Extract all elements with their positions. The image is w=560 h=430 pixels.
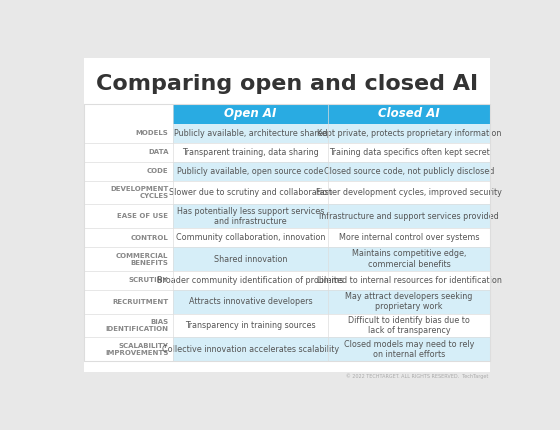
FancyBboxPatch shape [328, 143, 490, 162]
FancyBboxPatch shape [328, 290, 490, 313]
Text: Closed source code, not publicly disclosed: Closed source code, not publicly disclos… [324, 167, 494, 176]
FancyBboxPatch shape [173, 181, 328, 204]
FancyBboxPatch shape [84, 143, 173, 162]
Text: RECRUITMENT: RECRUITMENT [112, 299, 169, 305]
Text: Closed models may need to rely
on internal efforts: Closed models may need to rely on intern… [344, 340, 474, 359]
FancyBboxPatch shape [84, 247, 173, 271]
FancyBboxPatch shape [84, 181, 173, 204]
Text: Publicly available, open source code: Publicly available, open source code [178, 167, 324, 176]
FancyBboxPatch shape [173, 338, 328, 361]
Text: Attracts innovative developers: Attracts innovative developers [189, 297, 312, 306]
Text: Slower due to scrutiny and collaboration: Slower due to scrutiny and collaboration [169, 188, 332, 197]
Text: Kept private, protects proprietary information: Kept private, protects proprietary infor… [317, 129, 501, 138]
FancyBboxPatch shape [84, 228, 173, 247]
FancyBboxPatch shape [328, 124, 490, 143]
FancyBboxPatch shape [84, 58, 490, 372]
Text: Broader community identification of problems: Broader community identification of prob… [157, 276, 344, 285]
FancyBboxPatch shape [84, 290, 173, 313]
FancyBboxPatch shape [328, 271, 490, 290]
Text: Infrastructure and support services provided: Infrastructure and support services prov… [319, 212, 499, 221]
Text: SCRUTINY: SCRUTINY [129, 277, 169, 283]
FancyBboxPatch shape [328, 104, 490, 124]
Text: Open AI: Open AI [225, 108, 277, 120]
Text: May attract developers seeking
proprietary work: May attract developers seeking proprieta… [346, 292, 473, 311]
FancyBboxPatch shape [84, 271, 173, 290]
Text: Publicly available, architecture shared: Publicly available, architecture shared [174, 129, 328, 138]
Text: SCALABILITY
IMPROVEMENTS: SCALABILITY IMPROVEMENTS [105, 343, 169, 356]
FancyBboxPatch shape [84, 162, 173, 181]
FancyBboxPatch shape [173, 143, 328, 162]
FancyBboxPatch shape [328, 247, 490, 271]
FancyBboxPatch shape [328, 204, 490, 228]
Text: CODE: CODE [147, 168, 169, 174]
FancyBboxPatch shape [173, 228, 328, 247]
FancyBboxPatch shape [84, 204, 173, 228]
Text: Community collaboration, innovation: Community collaboration, innovation [176, 233, 325, 242]
Text: Transparency in training sources: Transparency in training sources [185, 321, 316, 330]
Text: CONTROL: CONTROL [130, 235, 169, 241]
FancyBboxPatch shape [328, 162, 490, 181]
Text: Faster development cycles, improved security: Faster development cycles, improved secu… [316, 188, 502, 197]
FancyBboxPatch shape [173, 162, 328, 181]
FancyBboxPatch shape [173, 313, 328, 338]
Text: Collective innovation accelerates scalability: Collective innovation accelerates scalab… [162, 345, 339, 354]
Text: More internal control over systems: More internal control over systems [339, 233, 479, 242]
Text: © 2022 TECHTARGET. ALL RIGHTS RESERVED.  TechTarget: © 2022 TECHTARGET. ALL RIGHTS RESERVED. … [346, 374, 488, 379]
FancyBboxPatch shape [173, 204, 328, 228]
FancyBboxPatch shape [328, 338, 490, 361]
FancyBboxPatch shape [84, 124, 173, 143]
FancyBboxPatch shape [84, 313, 173, 338]
Text: BIAS
IDENTIFICATION: BIAS IDENTIFICATION [105, 319, 169, 332]
Text: Difficult to identify bias due to
lack of transparency: Difficult to identify bias due to lack o… [348, 316, 470, 335]
FancyBboxPatch shape [173, 124, 328, 143]
Text: MODELS: MODELS [136, 130, 169, 136]
Text: Maintains competitive edge,
commercial benefits: Maintains competitive edge, commercial b… [352, 249, 466, 269]
FancyBboxPatch shape [173, 271, 328, 290]
Text: Limited to internal resources for identification: Limited to internal resources for identi… [316, 276, 502, 285]
Text: Closed AI: Closed AI [378, 108, 440, 120]
FancyBboxPatch shape [328, 313, 490, 338]
Text: Comparing open and closed AI: Comparing open and closed AI [96, 74, 478, 94]
Text: COMMERCIAL
BENEFITS: COMMERCIAL BENEFITS [116, 252, 169, 265]
Text: Has potentially less support services
and infrastructure: Has potentially less support services an… [177, 207, 324, 226]
Text: Training data specifics often kept secret: Training data specifics often kept secre… [329, 148, 489, 157]
FancyBboxPatch shape [173, 247, 328, 271]
Text: Transparent training, data sharing: Transparent training, data sharing [182, 148, 319, 157]
FancyBboxPatch shape [328, 228, 490, 247]
Text: DEVELOPMENT
CYCLES: DEVELOPMENT CYCLES [110, 186, 169, 199]
Text: Shared innovation: Shared innovation [214, 255, 287, 264]
FancyBboxPatch shape [173, 104, 328, 124]
Text: DATA: DATA [148, 149, 169, 155]
Text: EASE OF USE: EASE OF USE [118, 213, 169, 219]
FancyBboxPatch shape [328, 181, 490, 204]
FancyBboxPatch shape [84, 338, 173, 361]
FancyBboxPatch shape [173, 290, 328, 313]
